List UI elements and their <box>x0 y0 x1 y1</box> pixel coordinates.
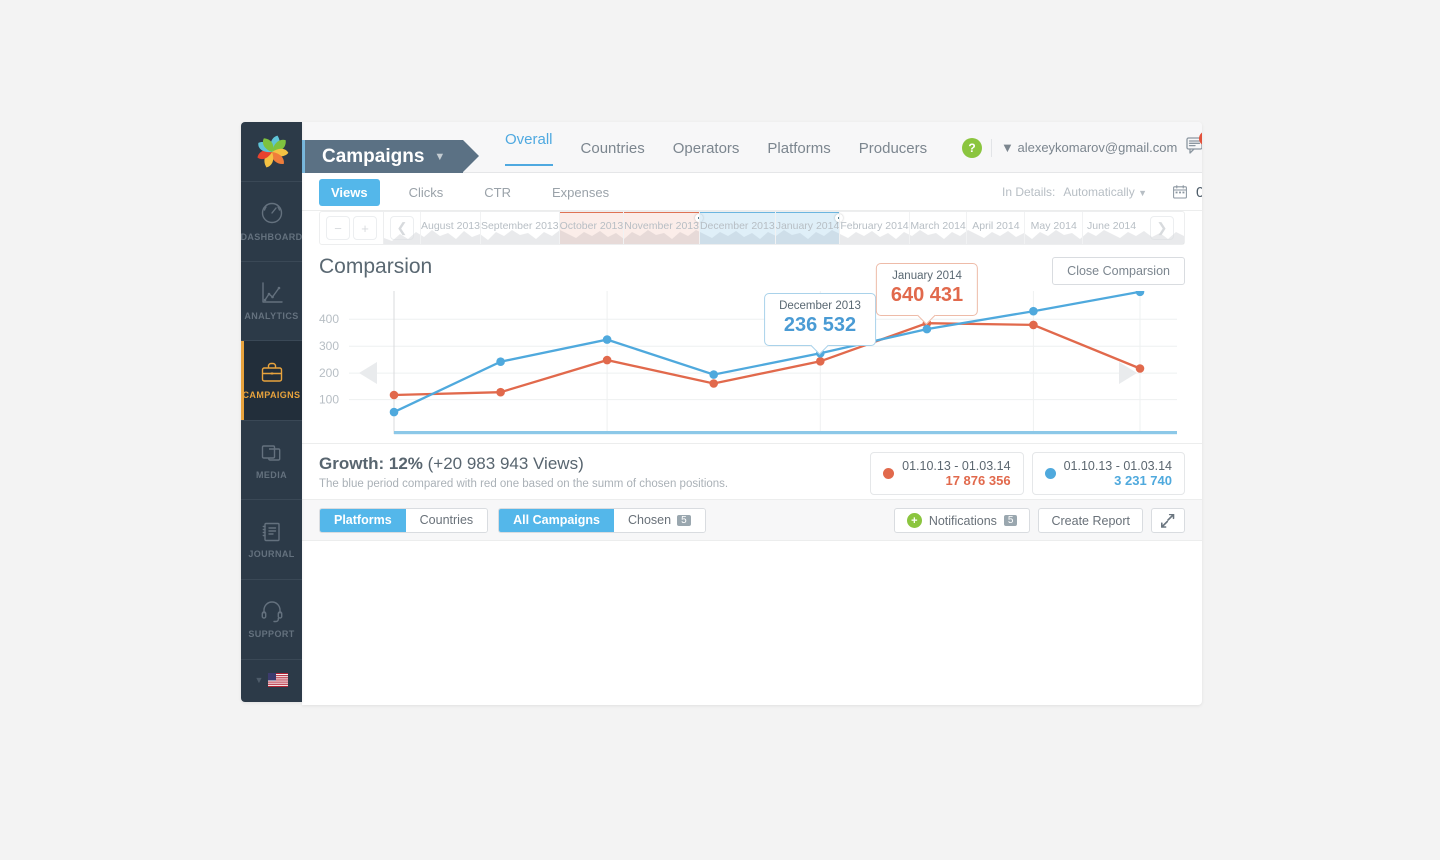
svg-text:400: 400 <box>319 312 339 326</box>
svg-text:300: 300 <box>319 339 339 353</box>
svg-text:100: 100 <box>319 393 339 407</box>
svg-text:200: 200 <box>319 366 339 380</box>
